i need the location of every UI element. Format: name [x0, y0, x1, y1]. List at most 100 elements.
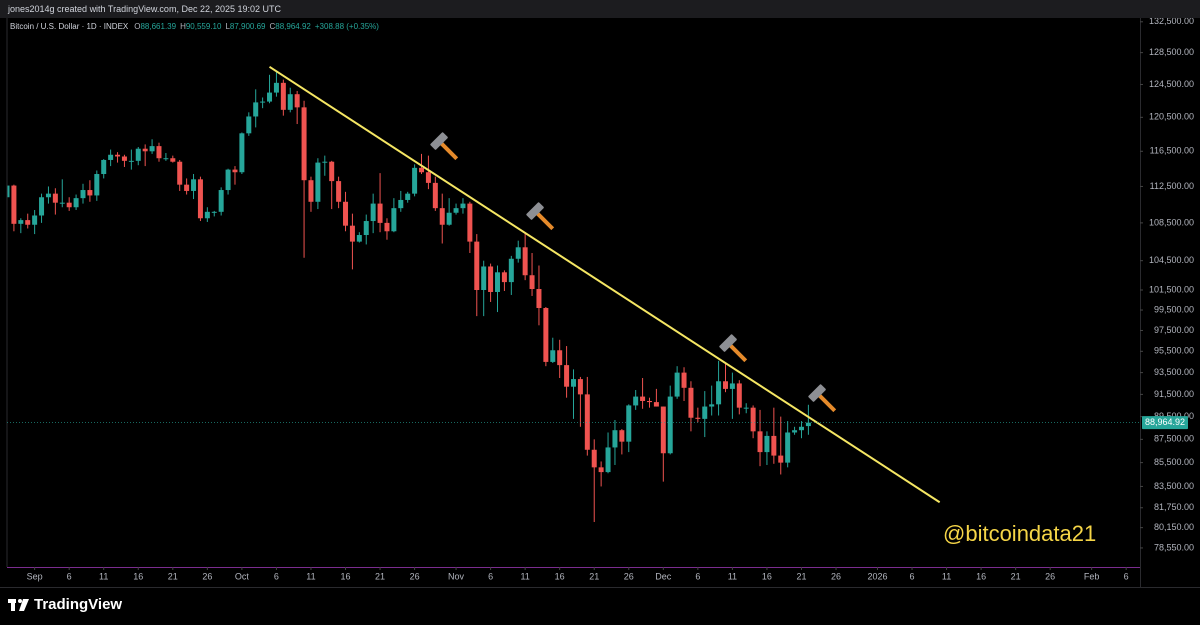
candle-body — [239, 133, 245, 173]
candle-body — [384, 222, 390, 232]
x-tick-label: 26 — [1045, 571, 1055, 581]
readout-key: H — [180, 22, 186, 31]
y-tick-label: 81,750.00 — [1154, 502, 1194, 512]
y-tick-label: 95,500.00 — [1154, 346, 1194, 356]
trendline — [268, 65, 941, 504]
candle-body — [149, 146, 155, 152]
x-tick-label: 26 — [624, 571, 634, 581]
candle-body — [329, 161, 335, 182]
x-tick-label: 16 — [976, 571, 986, 581]
candle-body — [481, 266, 487, 291]
candle-body — [750, 407, 756, 432]
last-price-label: 88,964.92 — [1145, 417, 1185, 427]
candle-body — [412, 167, 418, 194]
x-tick-label: 21 — [589, 571, 599, 581]
candle-body — [7, 185, 10, 198]
candle-body — [52, 193, 58, 203]
candle-body — [267, 92, 273, 102]
candle-body — [419, 167, 425, 173]
y-tick-label: 101,500.00 — [1149, 284, 1194, 294]
hammer-icon — [719, 334, 748, 363]
y-tick-label: 91,500.00 — [1154, 389, 1194, 399]
readout-key: O — [134, 22, 141, 31]
candle-body — [785, 432, 791, 463]
x-tick-label: 26 — [831, 571, 841, 581]
watermark: @bitcoindata21 — [943, 521, 1096, 546]
candle-body — [798, 426, 804, 431]
candle-body — [640, 396, 646, 401]
candle-body — [488, 266, 494, 292]
candle-body — [45, 193, 51, 198]
readout-key: C — [269, 22, 276, 31]
candle-body — [557, 350, 563, 366]
candle-body — [377, 203, 383, 223]
candle-body — [501, 272, 507, 283]
y-tick-label: 78,550.00 — [1154, 542, 1194, 552]
x-tick-label: 11 — [520, 571, 529, 581]
candle-body — [646, 400, 652, 403]
candle-body — [211, 211, 217, 213]
candle-body — [681, 372, 687, 388]
candle-body — [287, 94, 293, 110]
candle-body — [792, 430, 798, 433]
x-tick-label: 11 — [728, 571, 737, 581]
candle-body — [66, 202, 72, 208]
candle-body — [439, 208, 445, 225]
candle-body — [591, 449, 597, 468]
candle-body — [32, 215, 38, 225]
candle-body — [363, 221, 369, 236]
chart-background — [0, 18, 1200, 588]
plot-area — [7, 65, 941, 523]
y-tick-label: 99,500.00 — [1154, 304, 1194, 314]
x-tick-label: 16 — [341, 571, 351, 581]
candle-body — [446, 212, 452, 225]
candle-body — [709, 404, 715, 407]
candle-body — [370, 203, 376, 222]
readout-value: +308.88 (+0.35%) — [314, 22, 379, 31]
candle-body — [729, 383, 735, 389]
candle-body — [605, 447, 611, 473]
y-tick-label: 116,500.00 — [1150, 146, 1194, 156]
candle-body — [757, 431, 763, 453]
candle-body — [25, 220, 31, 225]
y-tick-label: 83,500.00 — [1154, 481, 1194, 491]
candle-body — [778, 455, 784, 463]
candle-body — [128, 160, 134, 162]
x-tick-label: Sep — [27, 571, 43, 581]
candle-body — [653, 402, 659, 407]
candle-body — [73, 198, 79, 208]
candle-body — [11, 185, 17, 224]
candle-body — [135, 148, 141, 161]
logo-icon — [8, 598, 29, 611]
candle-body — [225, 169, 231, 191]
ohlc-readout: Bitcoin / U.S. Dollar · 1D · INDEX O88,66… — [10, 22, 383, 31]
candle-body — [156, 146, 162, 159]
candle-body — [218, 190, 224, 212]
y-tick-label: 128,500.00 — [1149, 47, 1194, 57]
x-tick-label: 11 — [99, 571, 108, 581]
candle-body — [522, 247, 528, 276]
candle-body — [626, 405, 632, 442]
candle-body — [177, 161, 183, 185]
candle-body — [18, 220, 24, 224]
candle-body — [142, 148, 148, 152]
candle-body — [398, 199, 404, 209]
x-tick-label: 6 — [1124, 571, 1129, 581]
candle-body — [674, 372, 680, 397]
candle-body — [529, 275, 535, 290]
candle-body — [191, 179, 197, 191]
candle-body — [59, 202, 65, 204]
candle-body — [273, 82, 279, 93]
candle-body — [432, 182, 438, 209]
candle-body — [87, 190, 93, 196]
candle-body — [163, 158, 169, 160]
candle-body — [736, 383, 742, 408]
candle-body — [356, 235, 362, 242]
candle-body — [771, 435, 777, 456]
last-price-box — [1142, 416, 1188, 430]
x-tick-label: 26 — [410, 571, 420, 581]
candle-body — [571, 379, 576, 387]
candle-body — [197, 179, 203, 219]
candle-body — [108, 154, 114, 160]
